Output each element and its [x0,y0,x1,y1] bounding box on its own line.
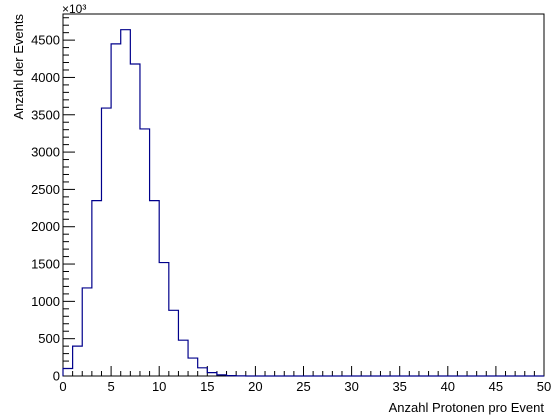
x-tick-label: 0 [59,379,66,394]
y-tick-label: 2000 [31,219,60,234]
y-tick-label: 2500 [31,182,60,197]
x-tick-label: 25 [296,379,310,394]
x-axis-title: Anzahl Protonen pro Event [389,400,545,415]
x-tick-label: 10 [152,379,166,394]
y-tick-label: 1000 [31,294,60,309]
x-tick-label: 20 [248,379,262,394]
y-axis-multiplier: ×10³ [62,2,86,16]
y-tick-label: 0 [53,369,60,384]
y-tick-label: 3500 [31,107,60,122]
x-tick-label: 40 [441,379,455,394]
y-tick-label: 3000 [31,145,60,160]
y-tick-label: 1500 [31,257,60,272]
plot-frame [62,13,545,377]
histogram-series-line [62,29,544,377]
y-axis-title: Anzahl der Events [11,14,26,120]
y-tick-label: 4500 [31,33,60,48]
x-tick-label: 15 [200,379,214,394]
x-tick-label: 30 [344,379,358,394]
x-axis: 0 5 10 15 20 25 30 35 40 45 50 [59,366,551,394]
x-tick-label: 50 [537,379,551,394]
x-tick-label: 35 [392,379,406,394]
y-tick-label: 4000 [31,70,60,85]
x-tick-label: 5 [107,379,114,394]
y-axis: 0 500 1000 1500 2000 2500 3000 3500 4000 4500 [31,17,75,384]
x-tick-label: 45 [489,379,503,394]
y-tick-label: 500 [38,331,60,346]
